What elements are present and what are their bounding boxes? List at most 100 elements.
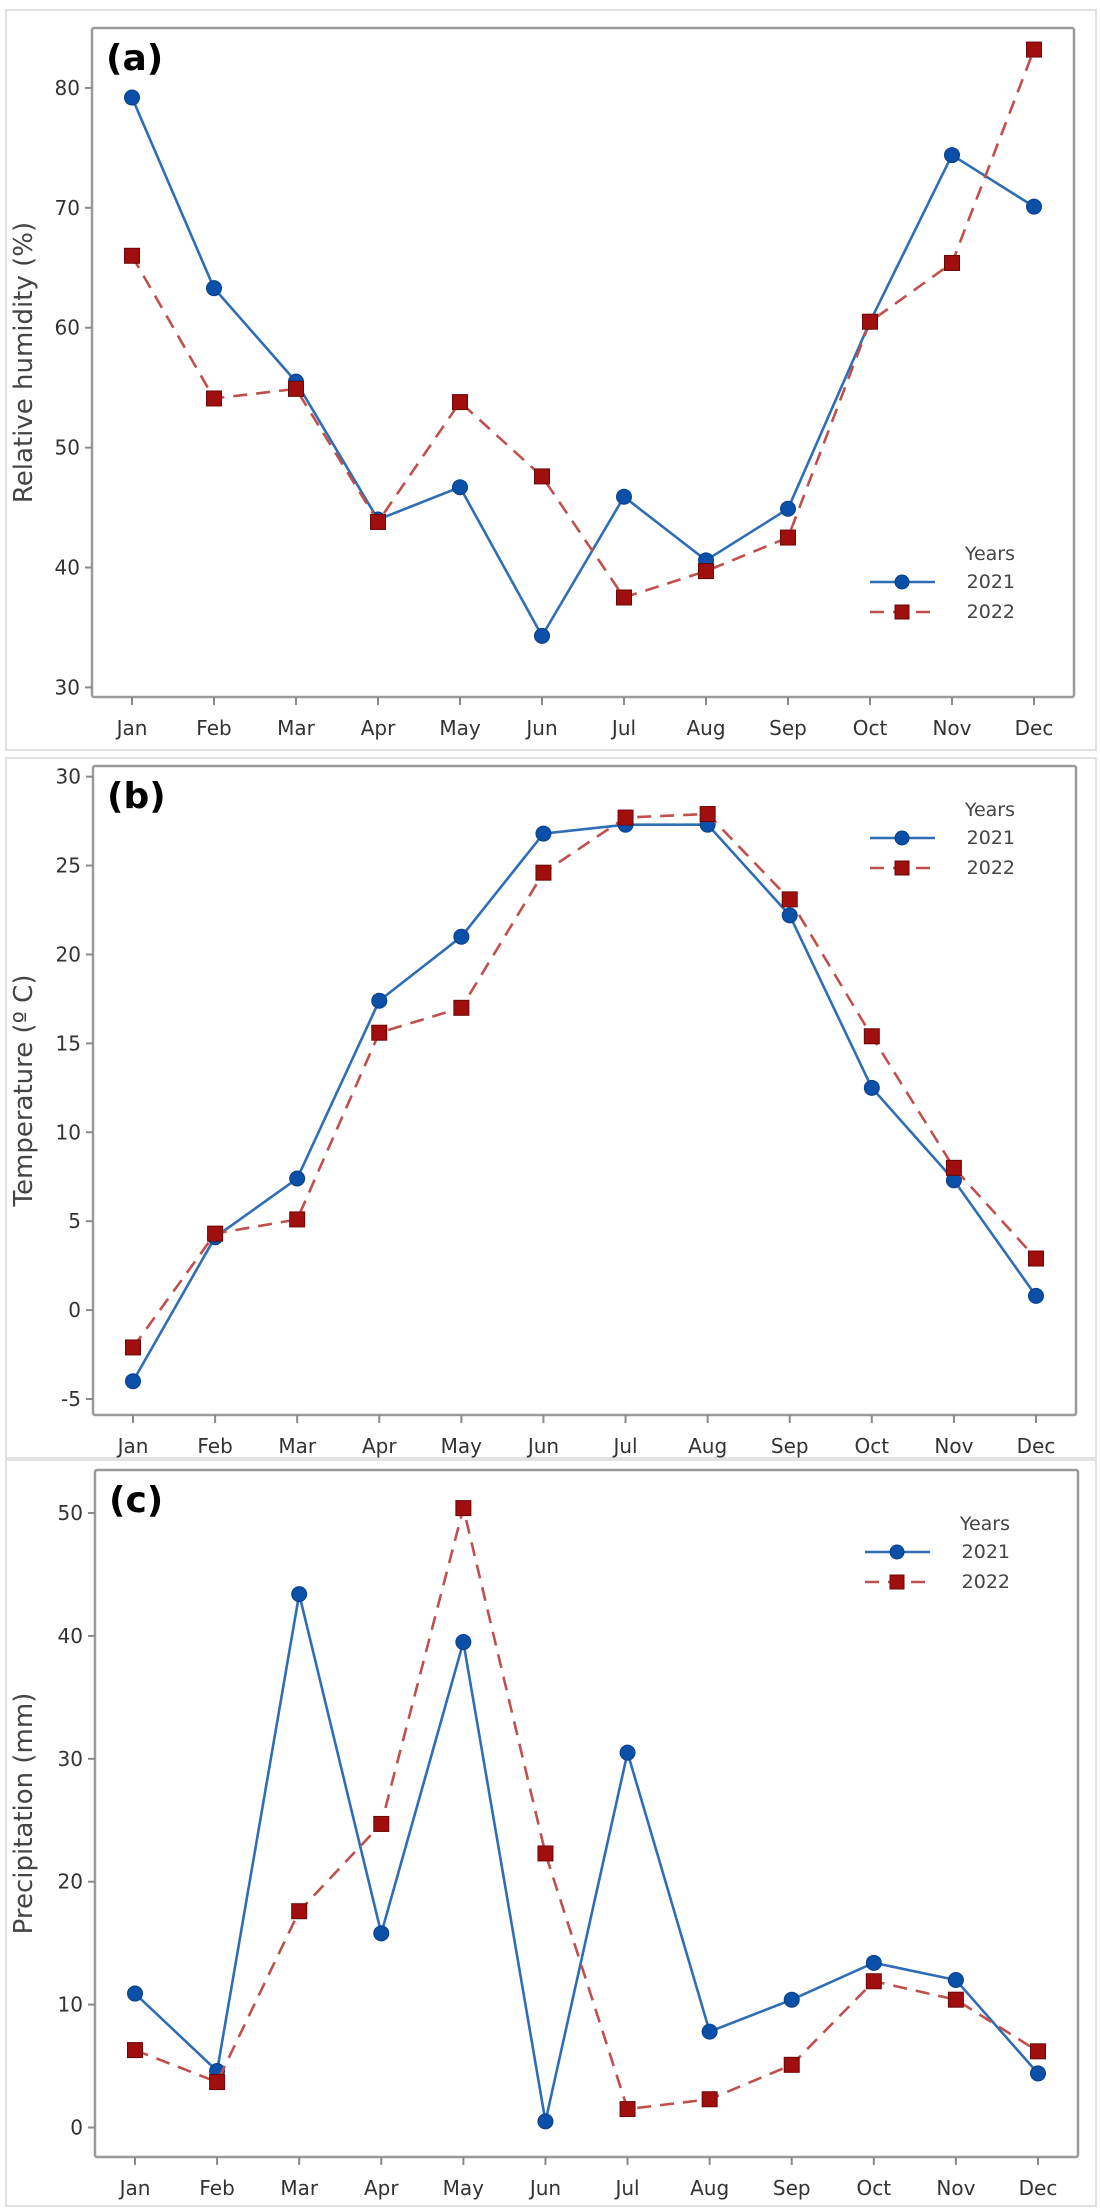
data-point-2022 [783, 2056, 800, 2073]
y-axis-label: Precipitation (mm) [9, 1693, 39, 1935]
data-point-2021 [1026, 198, 1042, 215]
x-tick-label: Sep [773, 2176, 811, 2200]
series-2021-line [131, 823, 1038, 1382]
data-point-2022 [944, 254, 960, 271]
data-point-2021 [619, 1744, 636, 1761]
panel-relative-humidity: 30 40 50 60 70 80 Jan Feb Mar Apr May Jun Jul Aug Sep O… [5, 9, 1097, 751]
data-point-2021 [452, 479, 468, 496]
x-tick-label: Mar [280, 2176, 319, 2200]
data-point-2021 [947, 1972, 964, 1989]
y-axis-label: Temperature (º C) [9, 975, 39, 1208]
legend: Years 2021 2022 [865, 1513, 1010, 1593]
y-tick-label: 50 [58, 1501, 83, 1525]
data-point-2021 [1028, 1287, 1044, 1304]
data-point-2021 [616, 488, 632, 505]
y-tick-label: 50 [55, 436, 80, 460]
y-tick-label: 60 [55, 316, 80, 340]
panel-tag: (a) [106, 38, 163, 79]
x-tick-label: Jan [118, 2176, 151, 2200]
legend-marker-2021 [894, 830, 910, 846]
data-point-2022 [288, 380, 304, 397]
y-tick-label: 5 [68, 1209, 81, 1233]
data-point-2022 [207, 1225, 224, 1242]
y-tick-label: 0 [68, 1298, 81, 1322]
y-tick-label: -5 [61, 1387, 81, 1411]
data-point-2021 [537, 2113, 554, 2130]
x-tick-label: Sep [771, 1434, 809, 1458]
x-tick-label: Aug [690, 2176, 729, 2200]
x-tick-label: Aug [686, 716, 725, 740]
y-tick-label: 30 [58, 1747, 83, 1771]
data-point-2022 [206, 390, 222, 407]
y-tick-label: 40 [55, 556, 80, 580]
legend-label-2022: 2022 [967, 857, 1015, 879]
data-point-2022 [947, 1991, 964, 2008]
data-point-2022 [124, 247, 140, 264]
data-point-2022 [537, 1845, 554, 1862]
y-tick-label: 30 [55, 675, 80, 699]
legend-marker-2022 [894, 604, 910, 620]
x-tick-label: Apr [362, 1434, 397, 1458]
data-point-2021 [535, 825, 552, 842]
x-tick-label: Apr [361, 716, 396, 740]
y-tick-label: 0 [70, 2116, 83, 2140]
data-point-2022 [209, 2074, 226, 2091]
legend-label-2021: 2021 [967, 827, 1015, 849]
data-point-2021 [783, 1991, 800, 2008]
x-tick-label: Jan [115, 716, 148, 740]
data-point-2022 [453, 999, 470, 1016]
data-point-2022 [455, 1500, 472, 1517]
data-point-2021 [781, 907, 798, 924]
data-point-2022 [863, 1028, 880, 1045]
data-point-2021 [455, 1634, 472, 1651]
x-tick-label: Nov [936, 2176, 975, 2200]
x-tick-label: Apr [364, 2176, 399, 2200]
x-tick-label: Oct [857, 2176, 892, 2200]
x-tick-label: Sep [769, 716, 807, 740]
data-point-2021 [124, 89, 140, 106]
data-point-2021 [373, 1925, 390, 1942]
data-point-2021 [944, 147, 960, 164]
x-tick-label: Jun [526, 1434, 559, 1458]
legend: Years 2021 2022 [870, 543, 1015, 623]
data-point-2022 [373, 1815, 390, 1832]
data-point-2022 [945, 1159, 962, 1176]
x-tick-label: May [441, 1434, 483, 1458]
panel-tag: (c) [109, 1480, 163, 1521]
x-tick-label: May [443, 2176, 485, 2200]
data-point-2022 [535, 864, 552, 881]
x-tick-label: Jul [610, 716, 636, 740]
plot-area-frame [93, 1468, 1080, 2159]
data-point-2021 [289, 1170, 306, 1187]
legend-title: Years [964, 543, 1015, 565]
y-axis-label: Relative humidity (%) [9, 222, 39, 503]
plot-area-frame [90, 26, 1076, 699]
data-point-2022 [452, 394, 468, 411]
y-tick-label: 20 [56, 942, 81, 966]
data-point-2022 [534, 468, 550, 485]
legend-title: Years [959, 1513, 1010, 1535]
legend: Years 2021 2022 [870, 799, 1015, 879]
data-point-2022 [617, 809, 634, 826]
x-tick-label: May [439, 716, 481, 740]
x-tick-label: Dec [1019, 2176, 1058, 2200]
legend-label-2021: 2021 [962, 1541, 1010, 1563]
x-tick-label: Oct [853, 716, 888, 740]
data-point-2022 [698, 563, 714, 580]
data-point-2022 [616, 589, 632, 606]
data-point-2021 [701, 2023, 718, 2040]
x-tick-label: Feb [196, 716, 231, 740]
data-point-2022 [1030, 2043, 1046, 2060]
data-point-2021 [863, 1079, 880, 1096]
data-point-2021 [865, 1954, 882, 1971]
data-point-2022 [862, 313, 878, 330]
y-tick-label: 30 [56, 765, 81, 789]
x-tick-label: Nov [934, 1434, 973, 1458]
x-tick-label: Jun [528, 2176, 561, 2200]
data-point-2021 [371, 992, 388, 1009]
data-point-2022 [1028, 1250, 1044, 1267]
data-point-2022 [701, 2091, 718, 2108]
data-point-2021 [291, 1586, 308, 1603]
data-point-2022 [289, 1211, 306, 1228]
